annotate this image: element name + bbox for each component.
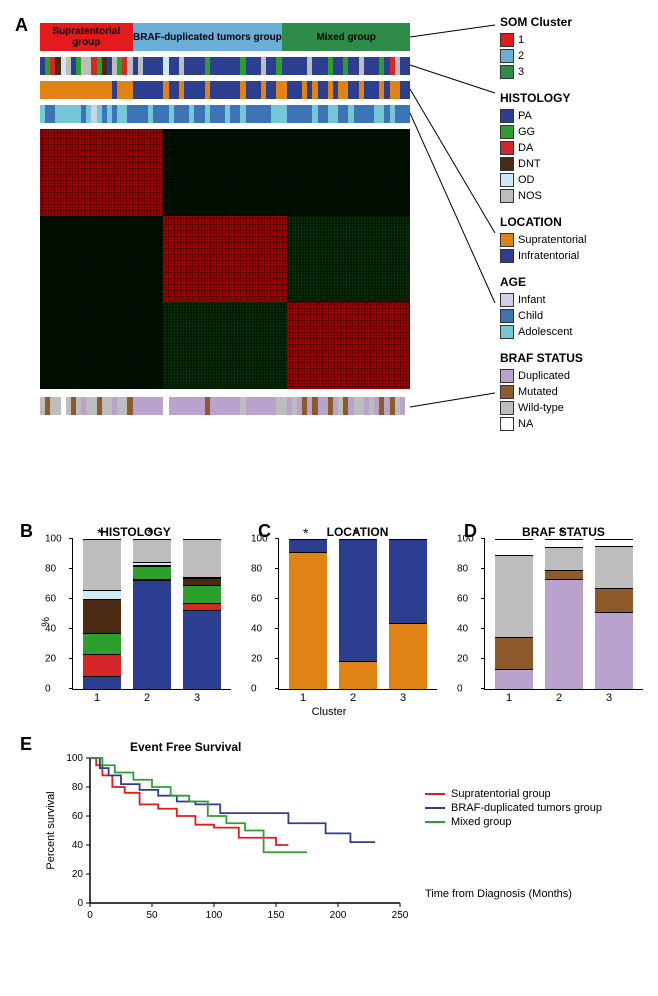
braf-track: [40, 397, 410, 415]
svg-text:40: 40: [72, 840, 84, 851]
svg-text:20: 20: [72, 869, 84, 880]
svg-text:0: 0: [77, 898, 83, 909]
panel-a-label: A: [15, 15, 28, 36]
cluster-segment: Supratentorial group: [40, 23, 133, 51]
svg-text:100: 100: [206, 910, 223, 921]
braf-stacked: 020406080100*: [484, 539, 643, 690]
cluster-axis-label: Cluster: [15, 706, 643, 718]
xtick: 2: [144, 692, 150, 704]
svg-text:60: 60: [72, 811, 84, 822]
svg-text:100: 100: [66, 753, 83, 764]
svg-text:50: 50: [146, 910, 158, 921]
legend-age: AGE Infant Child Adolescent: [500, 275, 658, 339]
histology-stacked: 020406080100**: [72, 539, 231, 690]
xtick: 2: [350, 692, 356, 704]
legend-item: Infant: [500, 293, 658, 307]
legend-item: GG: [500, 125, 658, 139]
legend-item: Adolescent: [500, 325, 658, 339]
panel-b-label: B: [20, 521, 33, 542]
cluster-segment: BRAF-duplicated tumors group: [133, 23, 283, 51]
consensus-heatmap: [40, 129, 410, 389]
legend-item: Duplicated: [500, 369, 658, 383]
legend-som: SOM Cluster 1 2 3: [500, 15, 658, 79]
stacked-bar: [495, 539, 533, 689]
svg-text:80: 80: [72, 782, 84, 793]
stacked-bar: [289, 539, 327, 689]
svg-text:250: 250: [392, 910, 409, 921]
legend-item: 2: [500, 49, 658, 63]
legend-location-title: LOCATION: [500, 215, 658, 229]
svg-text:Event Free Survival: Event Free Survival: [130, 740, 241, 754]
legend-som-title: SOM Cluster: [500, 15, 658, 29]
xtick: 2: [556, 692, 562, 704]
svg-text:0: 0: [87, 910, 93, 921]
legend-braf-title: BRAF STATUS: [500, 351, 658, 365]
xtick: 1: [300, 692, 306, 704]
stacked-bar: [339, 539, 377, 689]
stacked-bar: [595, 539, 633, 689]
legend-item: Wild-type: [500, 401, 658, 415]
svg-text:Percent survival: Percent survival: [45, 791, 57, 869]
stacked-bar: [183, 539, 221, 689]
xtick: 1: [94, 692, 100, 704]
legend-item: NOS: [500, 189, 658, 203]
xtick: 1: [506, 692, 512, 704]
legend-item: Infratentorial: [500, 249, 658, 263]
x-axis-label: Time from Diagnosis (Months): [425, 888, 602, 900]
legend-item: DNT: [500, 157, 658, 171]
legend-item: 3: [500, 65, 658, 79]
legend-item: PA: [500, 109, 658, 123]
stacked-bar: [133, 539, 171, 689]
legend-histology-title: HISTOLOGY: [500, 91, 658, 105]
legend-item: NA: [500, 417, 658, 431]
panel-e-label: E: [20, 734, 32, 755]
legend-histology: HISTOLOGY PA GG DA DNT OD NOS: [500, 91, 658, 203]
legend-braf: BRAF STATUS Duplicated Mutated Wild-type NA: [500, 351, 658, 431]
stacked-bar: [389, 539, 427, 689]
location-stacked: 020406080100**: [278, 539, 437, 690]
legend-item: Child: [500, 309, 658, 323]
location-track: [40, 81, 410, 99]
legend-item: Mutated: [500, 385, 658, 399]
survival-plot: 0 50 100 150 200 250 0 20 40 60 80 100 Event Free Su…: [40, 738, 410, 938]
panel-b-title: HISTOLOGY: [40, 525, 231, 539]
survival-legend: Supratentorial group BRAF-duplicated tumo…: [425, 788, 602, 938]
legend-item: Mixed group: [425, 816, 602, 828]
stacked-bar: [83, 539, 121, 689]
xtick: 3: [400, 692, 406, 704]
legend-item: OD: [500, 173, 658, 187]
legend-age-title: AGE: [500, 275, 658, 289]
legend-item: DA: [500, 141, 658, 155]
cluster-segment: Mixed group: [282, 23, 410, 51]
legend-item: BRAF-duplicated tumors group: [425, 802, 602, 814]
xtick: 3: [606, 692, 612, 704]
cluster-bar: Supratentorial groupBRAF-duplicated tumo…: [40, 23, 410, 51]
svg-text:150: 150: [268, 910, 285, 921]
legend-location: LOCATION Supratentorial Infratentorial: [500, 215, 658, 263]
legend-item: Supratentorial group: [425, 788, 602, 800]
histology-track: [40, 57, 410, 75]
age-track: [40, 105, 410, 123]
svg-text:200: 200: [330, 910, 347, 921]
stacked-bar: [545, 539, 583, 689]
legend-item: Supratentorial: [500, 233, 658, 247]
xtick: 3: [194, 692, 200, 704]
legend-item: 1: [500, 33, 658, 47]
